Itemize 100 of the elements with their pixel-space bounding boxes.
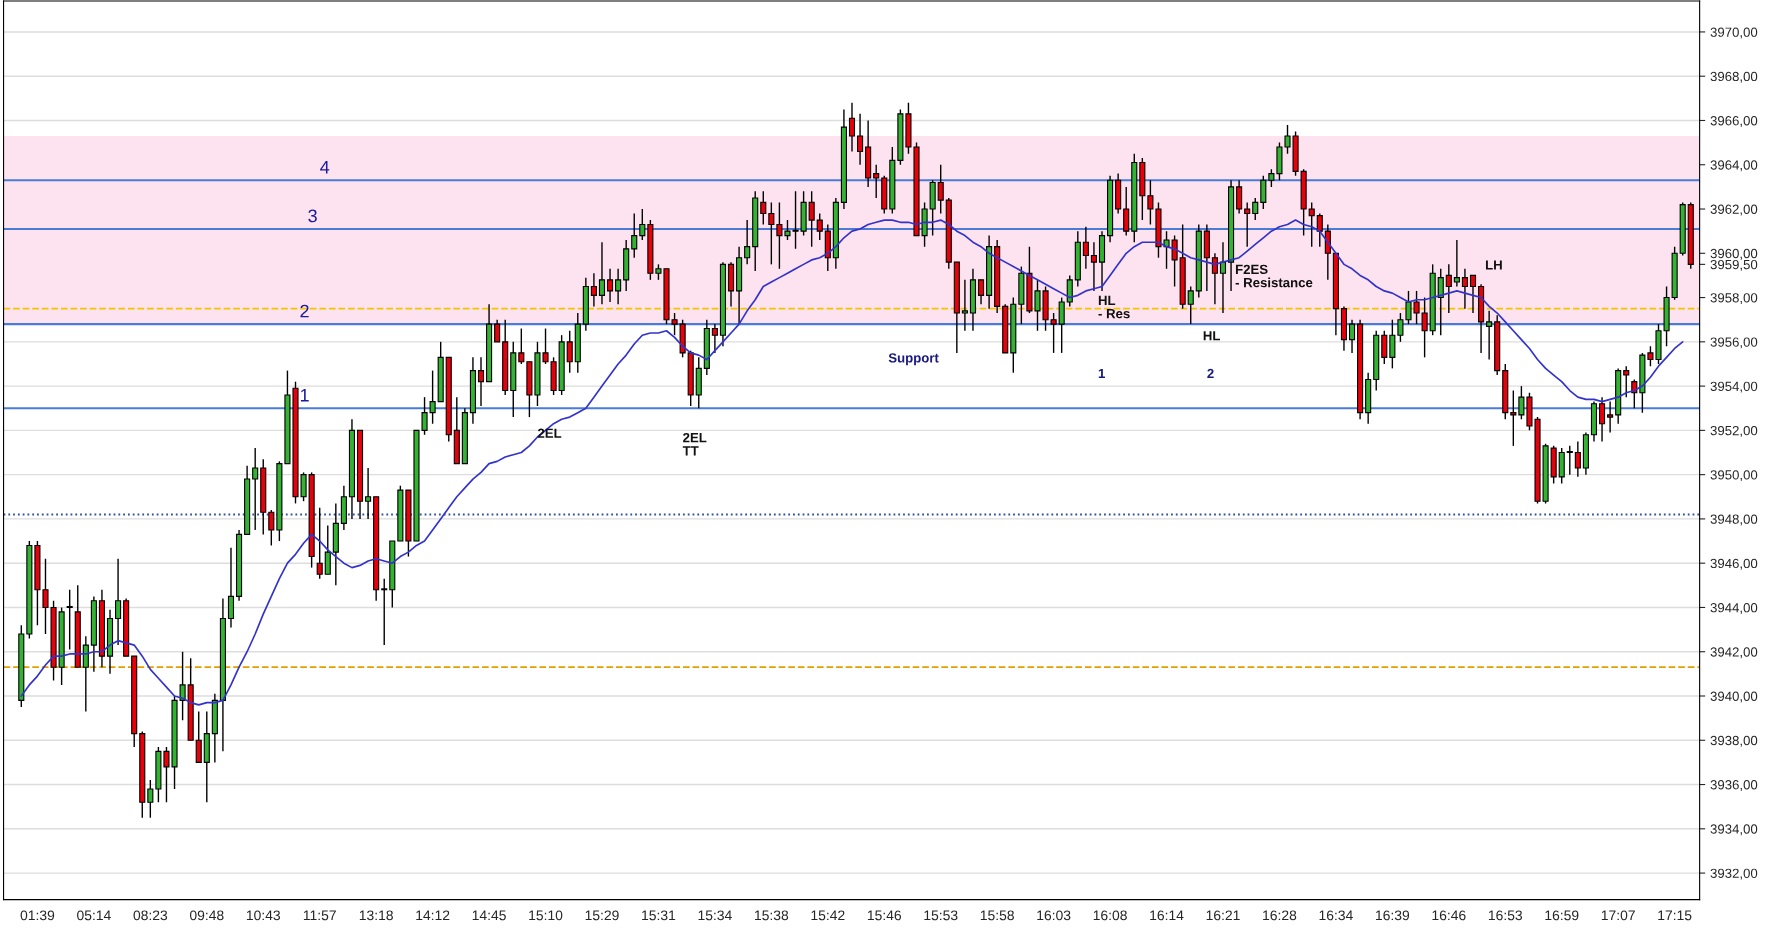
y-tick-label: 3950,00 xyxy=(1710,470,1758,482)
candlestick xyxy=(195,710,202,764)
candlestick xyxy=(1211,252,1218,305)
y-tick-label: 3936,00 xyxy=(1710,780,1758,792)
candlestick xyxy=(518,327,525,365)
candlestick xyxy=(816,212,823,241)
candlestick xyxy=(760,190,767,226)
candlestick xyxy=(1574,440,1581,478)
candlestick xyxy=(147,779,154,819)
annotation: 2 xyxy=(1207,368,1214,378)
y-tick-label: 3954,00 xyxy=(1710,381,1758,393)
x-tick-label: 13:18 xyxy=(359,910,393,921)
candlestick xyxy=(1123,186,1130,237)
candlestick xyxy=(66,589,73,651)
candlestick xyxy=(1486,310,1493,361)
candlestick xyxy=(1090,241,1098,292)
y-tick-label: 3942,00 xyxy=(1710,647,1758,659)
candlestick xyxy=(1260,175,1267,210)
y-tick-label: 3968,00 xyxy=(1710,71,1758,83)
candlestick xyxy=(606,268,614,303)
candlestick xyxy=(316,507,323,580)
candlestick xyxy=(1219,241,1227,314)
x-tick-label: 08:23 xyxy=(133,910,168,921)
candlestick xyxy=(227,546,235,629)
candlestick xyxy=(1510,389,1517,447)
candlestick xyxy=(1607,400,1614,434)
x-tick-label: 15:53 xyxy=(924,910,958,921)
candlestick xyxy=(381,577,388,646)
candlestick xyxy=(598,241,606,305)
x-tick-label: 16:14 xyxy=(1150,910,1184,921)
candlestick xyxy=(494,318,501,343)
candlestick xyxy=(477,356,485,407)
x-tick-label: 14:12 xyxy=(416,910,450,921)
x-tick-label: 15:34 xyxy=(698,910,732,921)
candlestick xyxy=(937,164,944,215)
annotation: 4 xyxy=(320,160,330,174)
y-tick-label: 3952,00 xyxy=(1710,425,1758,437)
candlestick xyxy=(1236,179,1243,215)
y-tick-label: 3944,00 xyxy=(1710,603,1758,614)
y-tick-label: 3964,00 xyxy=(1710,160,1758,172)
x-tick-label: 16:28 xyxy=(1263,910,1297,921)
x-tick-label: 14:45 xyxy=(472,910,506,921)
x-tick-label: 15:29 xyxy=(585,910,619,921)
x-tick-label: 11:57 xyxy=(303,910,336,921)
candlestick xyxy=(1437,268,1444,336)
x-tick-label: 10:43 xyxy=(246,910,281,921)
candlestick xyxy=(1453,239,1460,288)
candlestick xyxy=(711,323,718,354)
candlestick xyxy=(857,113,864,166)
annotation: Support xyxy=(888,353,939,366)
x-tick-label: 15:46 xyxy=(867,910,902,921)
x-tick-label: 16:08 xyxy=(1093,910,1127,921)
candlestick xyxy=(1244,201,1251,248)
y-tick-label: 3948,00 xyxy=(1710,514,1758,526)
annotation: 3 xyxy=(308,209,317,223)
candlestick xyxy=(1381,330,1388,365)
annotation: HL xyxy=(1203,331,1221,341)
candlestick xyxy=(1187,285,1194,325)
y-tick-label: 3934,00 xyxy=(1710,824,1758,836)
y-tick-label: 3962,00 xyxy=(1710,204,1758,216)
candlestick xyxy=(977,279,985,305)
y-tick-label: 3966,00 xyxy=(1710,116,1758,127)
candlestick xyxy=(252,447,259,531)
candlestick xyxy=(808,190,815,248)
x-tick-label: 15:38 xyxy=(755,910,789,921)
candlestick xyxy=(268,509,275,547)
candlestick xyxy=(1566,445,1573,476)
candlestick xyxy=(1348,318,1356,354)
x-tick-label: 15:58 xyxy=(980,910,1014,921)
candlestick xyxy=(744,219,751,266)
x-tick-label: 15:10 xyxy=(529,910,563,921)
x-tick-label: 15:31 xyxy=(642,910,676,921)
annotation: 1 xyxy=(1098,368,1105,378)
y-tick-label: 3970,00 xyxy=(1710,27,1758,39)
y-tick-label: 3956,00 xyxy=(1710,337,1758,349)
candlestick xyxy=(1445,263,1452,314)
candlestick xyxy=(848,102,856,153)
candlestick xyxy=(1252,197,1259,221)
x-tick-label: 09:48 xyxy=(189,910,224,921)
candlestick xyxy=(639,208,646,241)
candlestick xyxy=(615,268,622,305)
y-tick-label: 3958,00 xyxy=(1710,293,1758,305)
candlestick xyxy=(365,467,372,520)
candlestick xyxy=(768,201,775,266)
annotation: HL - Res xyxy=(1098,295,1130,319)
candlestick xyxy=(1058,296,1065,354)
y-tick-label: 3946,00 xyxy=(1710,558,1758,570)
candlestick xyxy=(961,279,968,332)
candlestick xyxy=(1598,396,1606,443)
candlestick xyxy=(1316,212,1323,248)
candlestick xyxy=(1066,274,1073,308)
candlestick xyxy=(873,164,880,199)
y-tick-label: 3938,00 xyxy=(1710,735,1758,747)
candlestick xyxy=(115,558,122,646)
candlestick xyxy=(631,212,638,259)
x-tick-label: 16:34 xyxy=(1319,910,1353,921)
candlestick xyxy=(1308,201,1315,248)
candlestick xyxy=(82,635,89,713)
x-tick-label: 16:53 xyxy=(1488,910,1523,921)
annotation: 1 xyxy=(300,388,309,402)
